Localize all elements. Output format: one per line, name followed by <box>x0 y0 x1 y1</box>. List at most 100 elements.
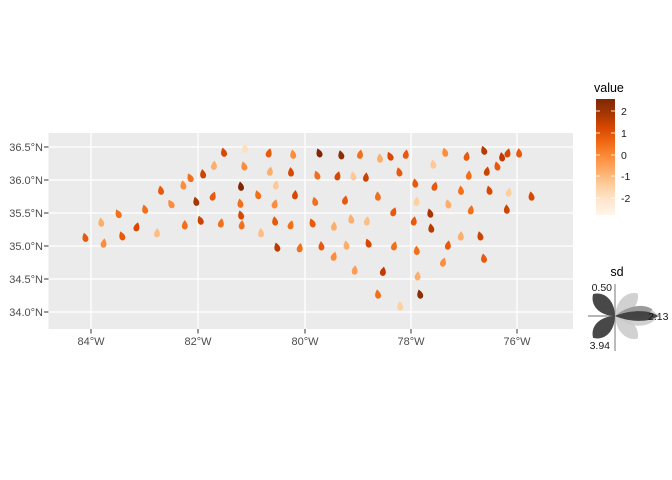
sd-petal-dark <box>592 293 615 316</box>
value-tick-label: 0 <box>621 150 627 162</box>
droplet-glyph <box>314 170 321 180</box>
droplet-glyph <box>133 222 140 232</box>
axis-tick-marks <box>44 146 518 334</box>
value-tick-label: -1 <box>621 171 630 183</box>
droplet-glyph <box>410 216 417 226</box>
x-tick-label: 78°W <box>397 336 425 348</box>
droplet-glyph <box>494 161 501 171</box>
droplet-glyph <box>481 253 487 263</box>
droplet-glyph <box>316 148 323 158</box>
droplet-glyph <box>338 150 345 160</box>
droplet-glyph <box>82 232 89 242</box>
droplet-glyph <box>458 185 464 195</box>
plot-panel <box>48 133 573 329</box>
value-colorbar-ticks <box>596 110 615 199</box>
droplet-glyph <box>287 220 294 230</box>
droplet-glyph <box>465 170 472 180</box>
droplet-glyph <box>272 216 279 226</box>
droplet-glyph <box>503 204 510 214</box>
droplet-glyph <box>357 149 363 159</box>
x-tick-label: 84°W <box>77 336 105 348</box>
droplet-glyph <box>211 160 217 170</box>
x-tick-label: 76°W <box>503 336 531 348</box>
droplet-glyph <box>417 289 424 299</box>
y-axis: 36.5°N 36.0°N 35.5°N 35.0°N 34.5°N 34.0°… <box>9 142 43 319</box>
droplet-glyph <box>309 218 316 228</box>
droplet-glyph <box>209 191 216 201</box>
droplet-glyph <box>221 147 228 157</box>
droplet-glyph <box>238 210 245 220</box>
droplet-glyph <box>115 209 122 219</box>
droplet-glyph <box>431 181 438 191</box>
value-tick-label: 2 <box>621 106 627 118</box>
droplet-glyph <box>499 152 506 162</box>
droplet-glyph <box>379 266 386 276</box>
value-legend-title: value <box>594 81 624 95</box>
droplet-glyph <box>242 143 249 153</box>
droplet-glyph <box>362 172 369 182</box>
y-tick-label: 36.5°N <box>9 142 43 154</box>
droplet-glyph <box>271 199 278 209</box>
droplet-glyph <box>390 241 397 251</box>
value-tick-label: 1 <box>621 128 627 140</box>
droplet-glyph <box>365 238 372 248</box>
panel-gridlines <box>48 133 573 329</box>
droplet-glyphs <box>82 143 535 311</box>
droplet-glyph <box>237 198 244 208</box>
sd-label-mid: 2.13 <box>648 311 669 323</box>
droplet-glyph <box>463 151 470 161</box>
droplet-glyph <box>181 220 188 230</box>
droplet-glyph <box>377 153 383 163</box>
droplet-glyph <box>387 151 394 161</box>
droplet-glyph <box>397 301 404 311</box>
droplet-glyph <box>505 187 512 197</box>
x-tick-label: 80°W <box>291 336 319 348</box>
sd-petal-dark <box>615 311 658 321</box>
droplet-glyph <box>430 159 437 169</box>
droplet-glyph <box>516 148 523 158</box>
droplet-glyph <box>350 171 357 181</box>
droplet-glyph <box>528 191 535 201</box>
droplet-glyph <box>342 195 348 205</box>
sd-rose-glyph <box>588 284 659 351</box>
droplet-glyph <box>318 241 325 251</box>
droplet-glyph <box>467 205 474 215</box>
droplet-glyph <box>390 207 397 217</box>
droplet-glyph <box>274 242 281 252</box>
droplet-glyph <box>483 166 490 176</box>
y-tick-label: 34.0°N <box>9 307 43 319</box>
sd-petal-light <box>615 316 639 340</box>
droplet-glyph <box>402 149 409 159</box>
droplet-glyph <box>504 148 511 158</box>
droplet-glyph <box>442 147 449 157</box>
droplet-glyph <box>197 215 204 225</box>
droplet-glyph <box>168 199 175 209</box>
droplet-glyph <box>343 240 350 250</box>
sd-legend-title: sd <box>610 265 623 279</box>
droplet-glyph <box>413 196 420 206</box>
droplet-glyph <box>142 204 149 214</box>
droplet-glyph <box>312 196 319 206</box>
droplet-glyph <box>396 167 403 177</box>
droplet-glyph <box>272 180 279 190</box>
droplet-glyph <box>457 231 464 241</box>
droplet-glyph <box>486 185 493 195</box>
droplet-glyph <box>154 227 160 238</box>
x-axis: 84°W 82°W 80°W 78°W 76°W <box>77 336 531 348</box>
droplet-glyph <box>375 289 381 299</box>
x-tick-label: 82°W <box>184 336 212 348</box>
droplet-glyph <box>290 149 297 159</box>
droplet-glyph <box>98 217 105 227</box>
droplet-glyph <box>238 181 244 191</box>
droplet-glyph <box>351 265 358 275</box>
droplet-glyph <box>330 221 337 231</box>
y-tick-label: 35.5°N <box>9 208 43 220</box>
sd-petal-light <box>615 292 639 316</box>
droplet-glyph <box>374 191 381 201</box>
droplet-glyph <box>100 238 107 248</box>
y-tick-label: 36.0°N <box>9 175 43 187</box>
droplet-glyph <box>439 257 446 267</box>
droplet-glyph <box>241 161 248 171</box>
